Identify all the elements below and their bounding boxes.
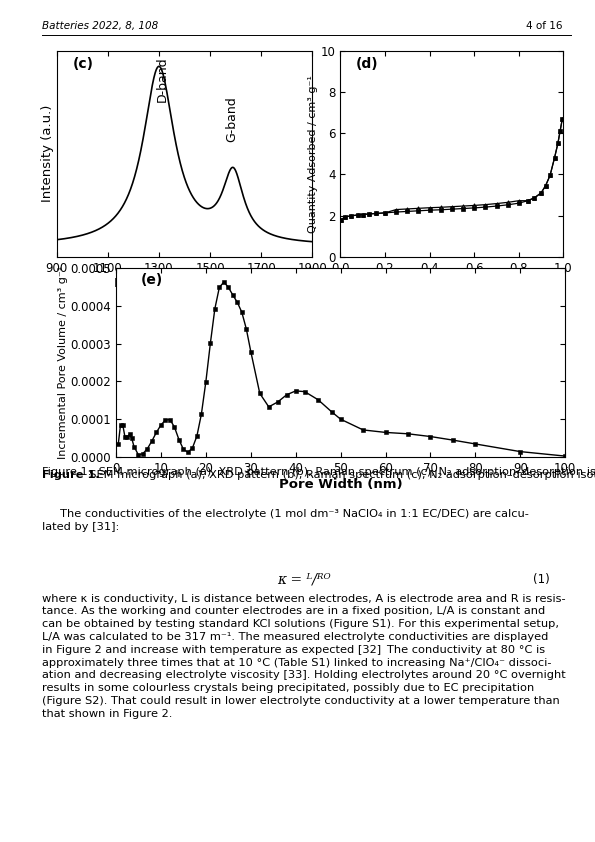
Text: Batteries 2022, 8, 108: Batteries 2022, 8, 108 bbox=[42, 21, 158, 31]
Text: (d): (d) bbox=[356, 57, 378, 71]
X-axis label: Pore Width (nm): Pore Width (nm) bbox=[279, 478, 402, 491]
Text: (c): (c) bbox=[73, 57, 94, 71]
Text: (1): (1) bbox=[533, 573, 550, 586]
X-axis label: Relative Pressure (p/p°): Relative Pressure (p/p°) bbox=[382, 278, 522, 290]
Text: Figure 1.  SEM micrograph (a), XRD pattern (b), Raman spectrum (c), N₂ adsorptio: Figure 1. SEM micrograph (a), XRD patter… bbox=[42, 467, 595, 477]
Text: (e): (e) bbox=[141, 273, 163, 287]
Y-axis label: Incremental Pore Volume / cm³ g⁻¹: Incremental Pore Volume / cm³ g⁻¹ bbox=[58, 266, 68, 459]
Text: where κ is conductivity, L is distance between electrodes, A is electrode area a: where κ is conductivity, L is distance b… bbox=[42, 594, 565, 719]
Text: G-band: G-band bbox=[226, 96, 238, 141]
Text: SEM micrograph (a), XRD pattern (b), Raman spectrum (c), N₂ adsorption–desorptio: SEM micrograph (a), XRD pattern (b), Ram… bbox=[82, 470, 595, 480]
Text: The conductivities of the electrolyte (1 mol dm⁻³ NaClO₄ in 1:1 EC/DEC) are calc: The conductivities of the electrolyte (1… bbox=[42, 509, 528, 532]
Y-axis label: Quantity Adsorbed / cm³ g⁻¹: Quantity Adsorbed / cm³ g⁻¹ bbox=[308, 75, 318, 232]
Text: Figure 1.: Figure 1. bbox=[42, 470, 99, 480]
Text: 4 of 16: 4 of 16 bbox=[526, 21, 562, 31]
Text: D-band: D-band bbox=[156, 56, 169, 103]
Text: κ = ᴸ/ᴿᴼ: κ = ᴸ/ᴿᴼ bbox=[277, 573, 330, 586]
X-axis label: Raman shift (cm⁻¹): Raman shift (cm⁻¹) bbox=[114, 278, 255, 290]
Y-axis label: Intensity (a.u.): Intensity (a.u.) bbox=[40, 105, 54, 202]
